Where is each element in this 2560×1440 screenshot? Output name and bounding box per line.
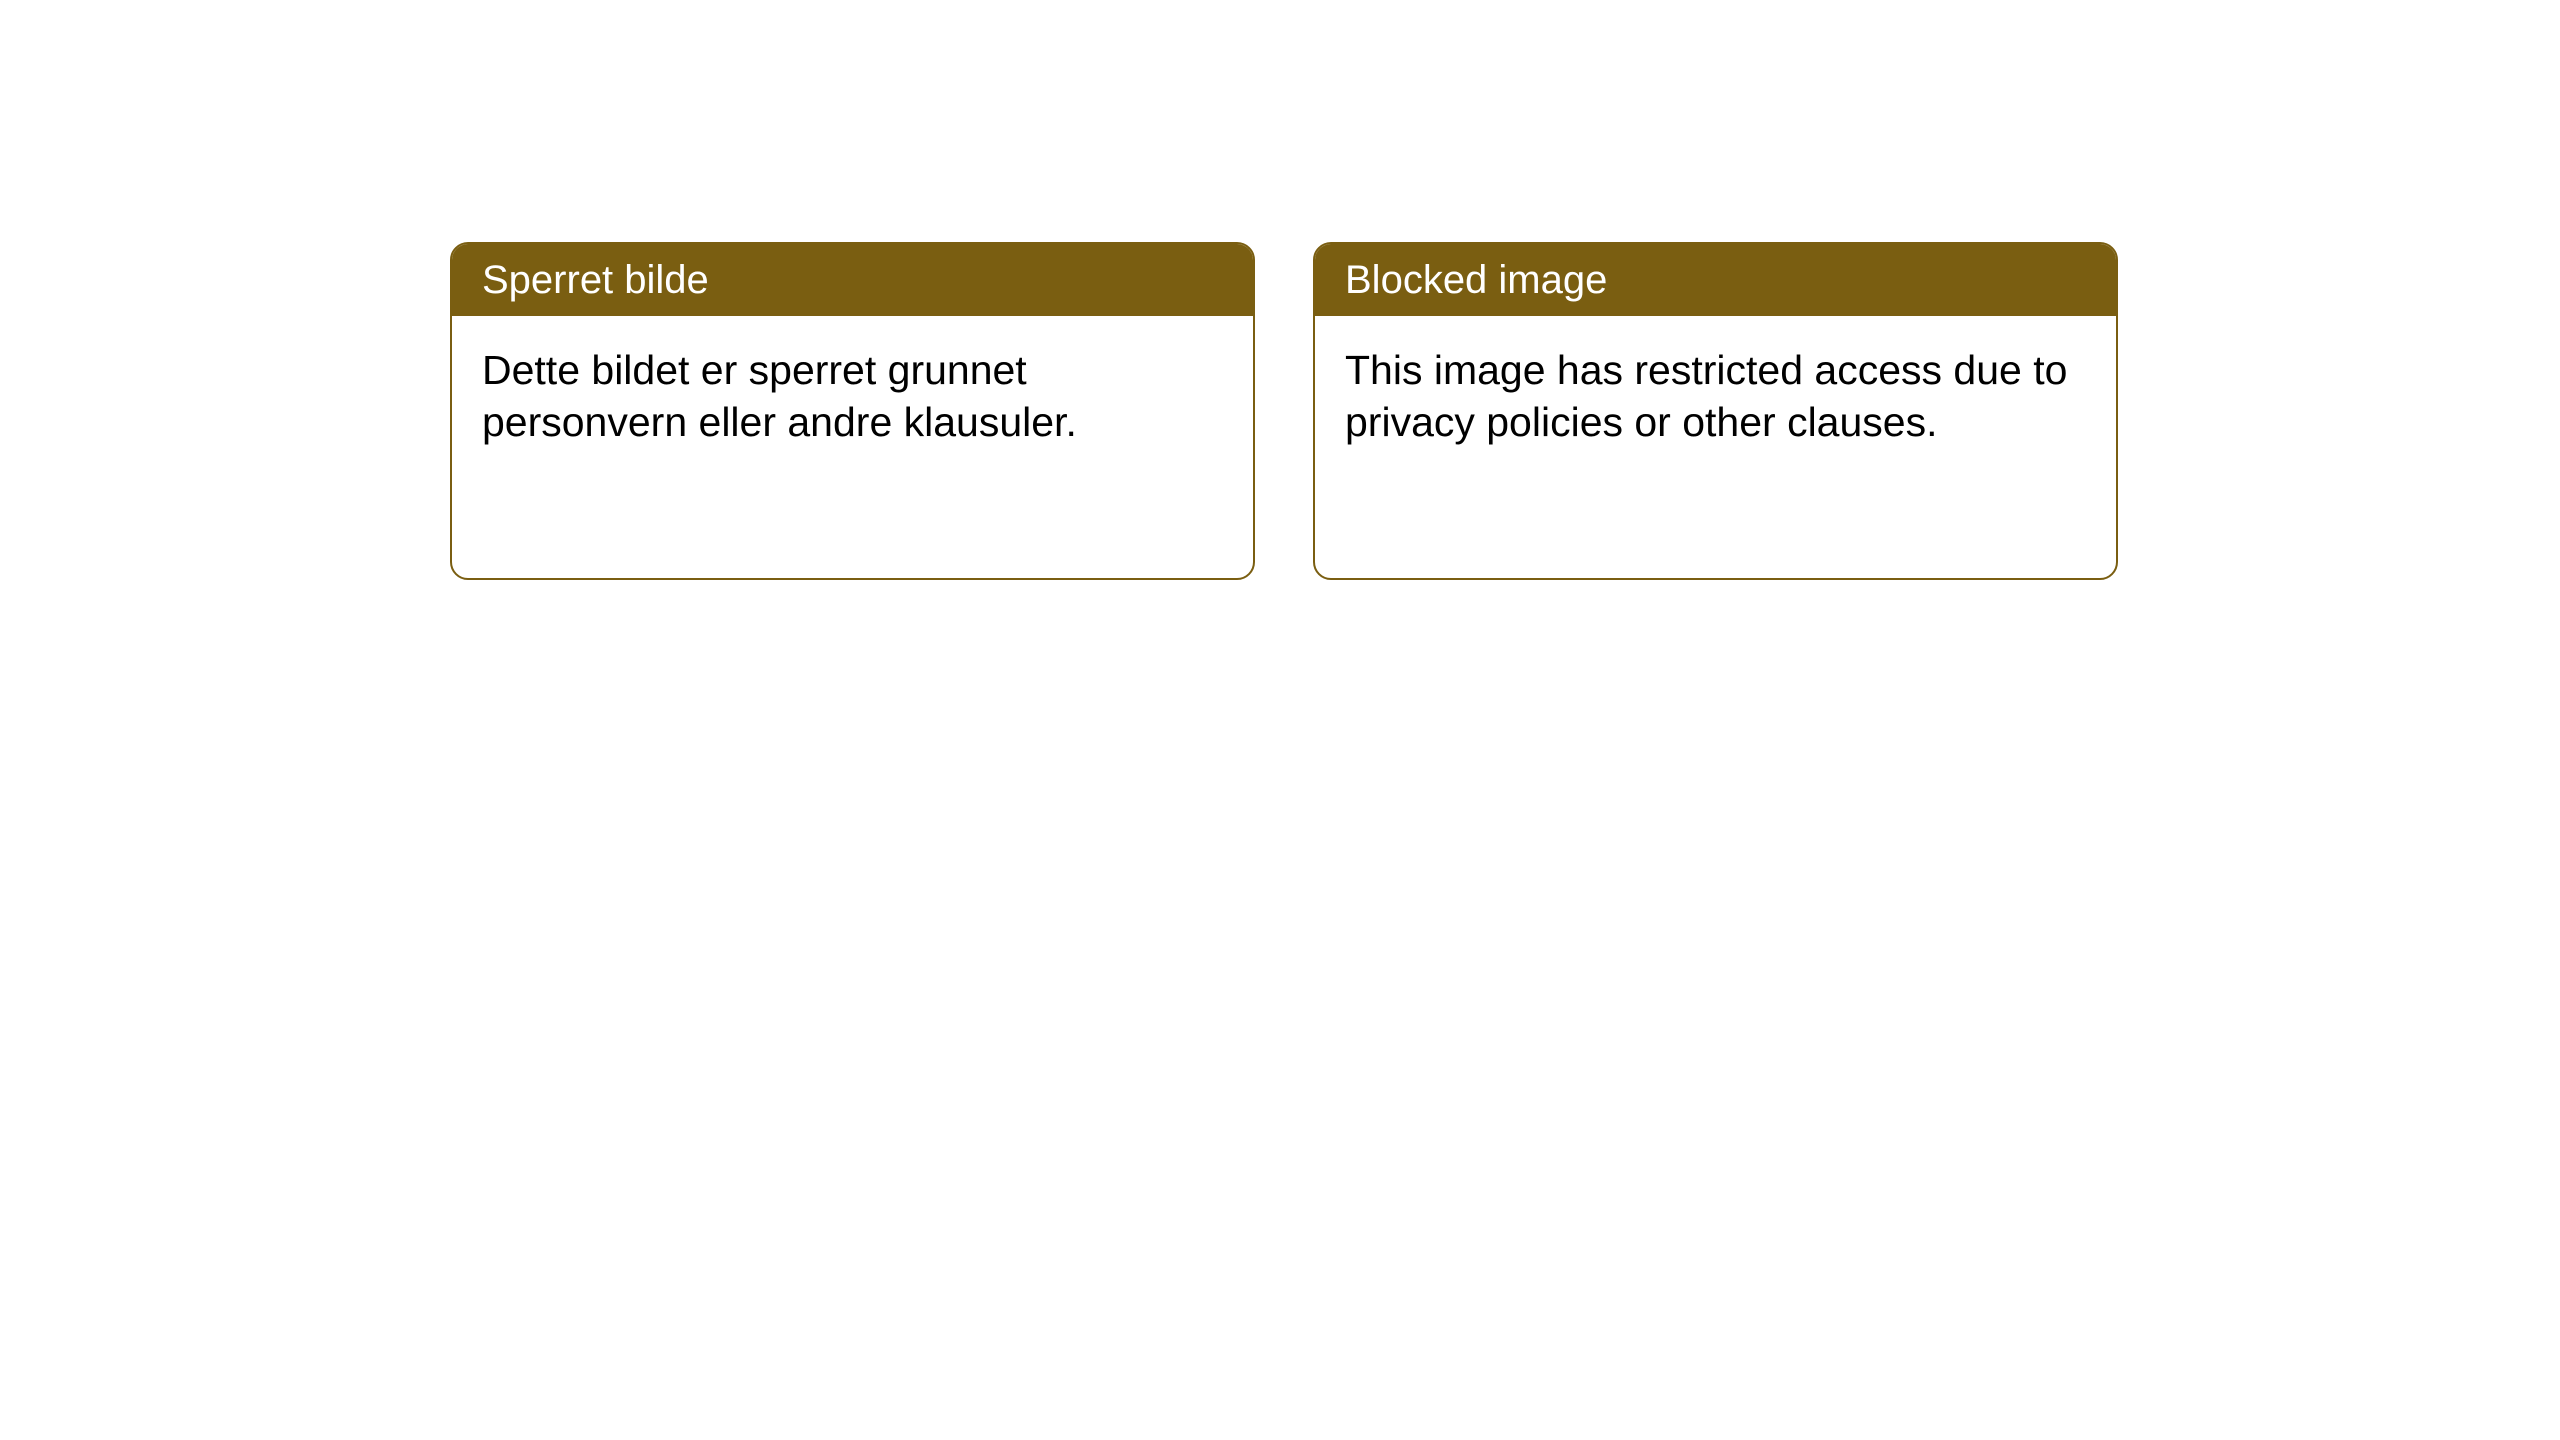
card-title-no: Sperret bilde [452, 244, 1253, 316]
blocked-image-card-en: Blocked image This image has restricted … [1313, 242, 2118, 580]
card-body-en: This image has restricted access due to … [1315, 316, 2116, 477]
blocked-image-card-no: Sperret bilde Dette bildet er sperret gr… [450, 242, 1255, 580]
notice-container: Sperret bilde Dette bildet er sperret gr… [450, 242, 2118, 580]
card-title-en: Blocked image [1315, 244, 2116, 316]
card-body-no: Dette bildet er sperret grunnet personve… [452, 316, 1253, 477]
